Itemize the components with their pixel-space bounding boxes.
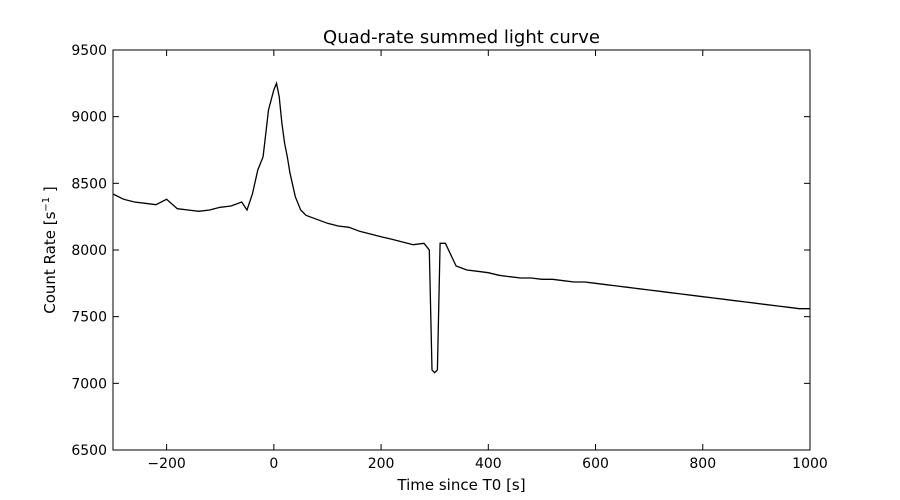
x-tick-label: −200: [147, 456, 185, 472]
x-tick-label: 0: [269, 456, 278, 472]
y-tick-label: 9500: [71, 43, 107, 59]
y-tick-label: 8500: [71, 176, 107, 192]
y-axis-label: Count Rate [s−1 ]: [41, 186, 59, 314]
x-tick-label: 600: [582, 456, 609, 472]
y-tick-label: 9000: [71, 110, 107, 126]
y-tick-label: 8000: [71, 243, 107, 259]
x-axis-ticks: −200 0 200 400 600 800 1000: [147, 50, 828, 472]
x-tick-label: 400: [475, 456, 502, 472]
y-axis-label-superscript: −1: [41, 197, 52, 212]
y-tick-label: 7500: [71, 310, 107, 326]
y-axis-ticks: 6500 7000 7500 8000 8500 9000 9500: [71, 43, 810, 459]
x-tick-label: 200: [368, 456, 395, 472]
x-tick-label: 1000: [792, 456, 828, 472]
plot-area: [112, 49, 811, 451]
chart-title: Quad-rate summed light curve: [323, 27, 600, 48]
y-tick-label: 7000: [71, 376, 107, 392]
x-tick-label: 800: [689, 456, 716, 472]
y-axis-label-main: Count Rate [s: [41, 211, 59, 313]
y-tick-label: 6500: [71, 443, 107, 459]
y-axis-label-suffix: ]: [41, 186, 59, 197]
x-axis-label: Time since T0 [s]: [396, 476, 525, 494]
series-line: [112, 81, 810, 374]
